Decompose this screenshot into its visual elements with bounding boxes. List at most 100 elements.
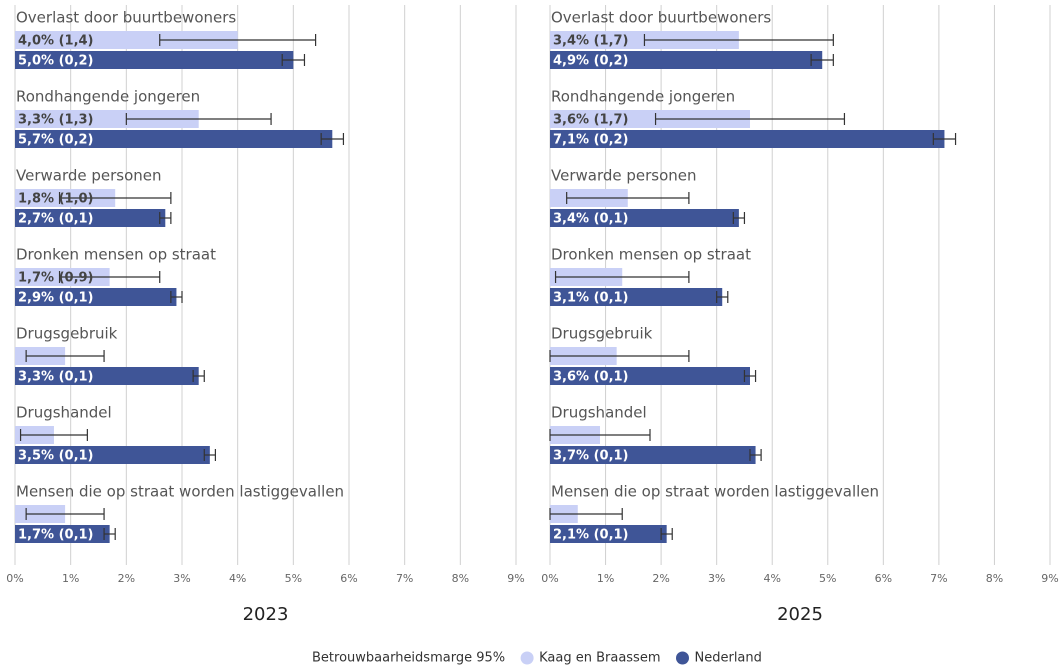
value-label: 7,1% (0,2) bbox=[553, 133, 629, 148]
category-label: Drugshandel bbox=[16, 404, 112, 422]
bar bbox=[550, 130, 945, 148]
error-bar bbox=[932, 133, 957, 145]
bar bbox=[15, 367, 199, 385]
error-bar bbox=[549, 429, 651, 441]
x-tick-label: 0% bbox=[6, 572, 23, 585]
bar bbox=[550, 446, 756, 464]
error-bar bbox=[654, 113, 846, 125]
error-bar bbox=[554, 271, 690, 283]
bar bbox=[15, 110, 199, 128]
category-label: Drugshandel bbox=[551, 404, 647, 422]
x-tick-label: 4% bbox=[229, 572, 246, 585]
value-label: 1,8% (1,0) bbox=[18, 192, 94, 207]
value-label: 2,1% (0,1) bbox=[553, 528, 629, 543]
category-label: Dronken mensen op straat bbox=[551, 246, 751, 264]
x-tick-label: 8% bbox=[986, 572, 1003, 585]
value-label: 3,3% (0,1) bbox=[18, 370, 94, 385]
error-bar bbox=[549, 350, 690, 362]
x-tick-label: 4% bbox=[763, 572, 780, 585]
x-tick-label: 2% bbox=[652, 572, 669, 585]
category-label: Overlast door buurtbewoners bbox=[551, 9, 771, 27]
legend-label: Kaag en Braassem bbox=[539, 651, 660, 666]
value-label: 5,0% (0,2) bbox=[18, 54, 94, 69]
category-label: Mensen die op straat worden lastiggevall… bbox=[551, 483, 879, 501]
value-label: 3,5% (0,1) bbox=[18, 449, 94, 464]
error-bar bbox=[58, 192, 172, 204]
panel-title: 2023 bbox=[243, 604, 289, 625]
error-bar bbox=[203, 449, 216, 461]
panel-title: 2025 bbox=[777, 604, 823, 625]
category-label: Verwarde personen bbox=[16, 167, 162, 185]
error-bar bbox=[58, 271, 161, 283]
value-label: 2,9% (0,1) bbox=[18, 291, 94, 306]
error-bar bbox=[732, 212, 746, 224]
error-bar bbox=[192, 370, 205, 382]
category-label: Rondhangende jongeren bbox=[16, 88, 200, 106]
x-tick-label: 0% bbox=[541, 572, 558, 585]
error-bar bbox=[320, 133, 345, 145]
x-tick-label: 7% bbox=[396, 572, 413, 585]
error-bar bbox=[749, 449, 762, 461]
error-bar bbox=[810, 54, 834, 66]
category-label: Overlast door buurtbewoners bbox=[16, 9, 236, 27]
error-bar bbox=[660, 528, 673, 540]
value-label: 3,6% (1,7) bbox=[553, 113, 629, 128]
legend-swatch bbox=[676, 651, 689, 665]
bar bbox=[15, 525, 110, 543]
bar bbox=[15, 209, 166, 227]
value-label: 1,7% (0,1) bbox=[18, 528, 94, 543]
value-label: 2,7% (0,1) bbox=[18, 212, 94, 227]
value-label: 5,7% (0,2) bbox=[18, 133, 94, 148]
x-tick-label: 6% bbox=[875, 572, 892, 585]
x-tick-label: 2% bbox=[118, 572, 135, 585]
legend-label: Nederland bbox=[695, 651, 762, 666]
error-bar bbox=[549, 508, 623, 520]
value-label: 4,0% (1,4) bbox=[18, 34, 94, 49]
error-bar bbox=[643, 34, 834, 46]
value-label: 3,4% (0,1) bbox=[553, 212, 629, 227]
error-bar bbox=[170, 291, 183, 303]
legend-title: Betrouwbaarheidsmarge 95% bbox=[312, 651, 505, 666]
x-tick-label: 1% bbox=[62, 572, 79, 585]
category-label: Rondhangende jongeren bbox=[551, 88, 735, 106]
error-bar bbox=[566, 192, 690, 204]
error-bar bbox=[716, 291, 729, 303]
error-bar bbox=[159, 212, 172, 224]
bar bbox=[550, 209, 739, 227]
bar bbox=[550, 525, 667, 543]
error-bar bbox=[19, 429, 88, 441]
value-label: 3,7% (0,1) bbox=[553, 449, 629, 464]
error-bar bbox=[159, 34, 317, 46]
error-bar bbox=[103, 528, 116, 540]
value-label: 1,7% (0,9) bbox=[18, 271, 94, 286]
value-label: 3,3% (1,3) bbox=[18, 113, 94, 128]
value-label: 3,6% (0,1) bbox=[553, 370, 629, 385]
x-tick-label: 7% bbox=[930, 572, 947, 585]
bar bbox=[15, 130, 333, 148]
bar bbox=[15, 446, 210, 464]
bar bbox=[550, 51, 823, 69]
error-bar bbox=[281, 54, 306, 66]
x-tick-label: 9% bbox=[1041, 572, 1058, 585]
value-label: 4,9% (0,2) bbox=[553, 54, 629, 69]
error-bar bbox=[125, 113, 272, 125]
x-tick-label: 9% bbox=[507, 572, 524, 585]
bar bbox=[15, 31, 238, 49]
category-label: Dronken mensen op straat bbox=[16, 246, 216, 264]
x-tick-label: 1% bbox=[597, 572, 614, 585]
category-label: Verwarde personen bbox=[551, 167, 697, 185]
value-label: 3,1% (0,1) bbox=[553, 291, 629, 306]
value-label: 3,4% (1,7) bbox=[553, 34, 629, 49]
bar bbox=[550, 110, 750, 128]
error-bar bbox=[25, 508, 105, 520]
x-tick-label: 5% bbox=[285, 572, 302, 585]
bar bbox=[15, 51, 294, 69]
error-bar bbox=[743, 370, 757, 382]
x-tick-label: 5% bbox=[819, 572, 836, 585]
x-tick-label: 3% bbox=[173, 572, 190, 585]
bar bbox=[550, 288, 723, 306]
legend-swatch bbox=[520, 651, 534, 665]
x-tick-label: 6% bbox=[340, 572, 357, 585]
x-tick-label: 8% bbox=[452, 572, 469, 585]
